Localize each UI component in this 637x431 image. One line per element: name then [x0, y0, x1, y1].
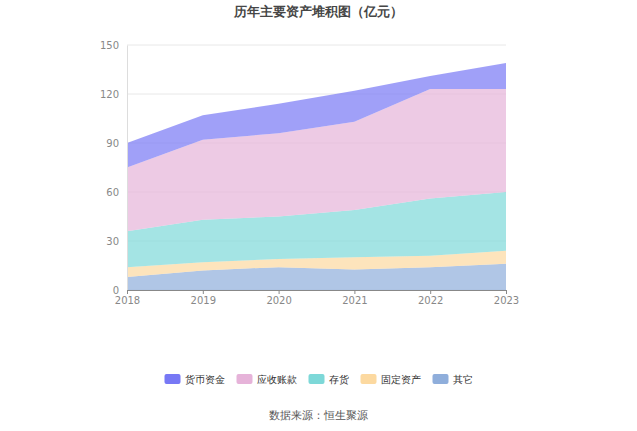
- x-tick-mark: [203, 290, 204, 294]
- legend-swatch: [309, 374, 325, 384]
- y-tick-label: 60: [106, 187, 119, 198]
- y-tick-label: 150: [100, 40, 119, 51]
- legend-label: 其它: [453, 374, 473, 385]
- x-tick-mark: [279, 290, 280, 294]
- legend-swatch: [361, 374, 377, 384]
- x-tick: 2020: [266, 290, 291, 306]
- legend-item: 存货: [309, 374, 349, 385]
- legend-item: 应收账款: [237, 374, 297, 385]
- grid-line: [127, 45, 506, 46]
- legend-swatch: [237, 374, 253, 384]
- x-tick-mark: [506, 290, 507, 294]
- annotation: 数据来源：恒生聚源: [269, 409, 368, 422]
- legend: 货币资金 应收账款 存货 固定资产 其它: [165, 374, 473, 385]
- y-tick-label: 90: [106, 138, 119, 149]
- legend-label: 货币资金: [185, 374, 225, 385]
- x-tick: 2021: [342, 290, 367, 306]
- y-tick-label: 120: [100, 89, 119, 100]
- x-tick: 2022: [418, 290, 443, 306]
- x-tick-mark: [354, 290, 355, 294]
- x-tick-mark: [430, 290, 431, 294]
- legend-label: 存货: [329, 374, 349, 385]
- x-tick-label: 2023: [494, 295, 519, 306]
- y-tick: 0: [113, 285, 127, 296]
- x-tick-label: 2021: [342, 295, 367, 306]
- x-axis: 2018 2019 2020 2021 2022 2023: [115, 290, 519, 306]
- legend-label: 应收账款: [257, 374, 297, 385]
- x-axis-line: [128, 291, 507, 295]
- chart: 历年主要资产堆积图（亿元）030609012015020182019202020…: [0, 0, 637, 431]
- x-tick-label: 2019: [191, 295, 216, 306]
- y-tick: 120: [100, 89, 127, 100]
- x-tick: 2019: [191, 290, 216, 306]
- x-tick: 2018: [115, 290, 140, 306]
- x-tick: 2023: [494, 290, 519, 306]
- legend-item: 固定资产: [361, 374, 421, 385]
- legend-item: 其它: [433, 374, 473, 385]
- legend-label: 固定资产: [381, 374, 421, 385]
- grid: [127, 45, 506, 290]
- x-tick-label: 2018: [115, 295, 140, 306]
- x-tick-label: 2022: [418, 295, 443, 306]
- plot-area: [127, 63, 506, 290]
- y-tick: 90: [106, 138, 127, 149]
- legend-swatch: [165, 374, 181, 384]
- y-tick-label: 0: [113, 285, 119, 296]
- y-tick-label: 30: [106, 236, 119, 247]
- x-tick-label: 2020: [266, 295, 291, 306]
- y-axis: 0 30 60 90 120 150: [100, 40, 128, 296]
- legend-swatch: [433, 374, 449, 384]
- title: 历年主要资产堆积图（亿元）: [233, 4, 403, 19]
- area: [127, 63, 506, 168]
- y-tick: 150: [100, 40, 127, 51]
- y-tick: 30: [106, 236, 127, 247]
- legend-item: 货币资金: [165, 374, 225, 385]
- y-tick: 60: [106, 187, 127, 198]
- x-tick-mark: [127, 290, 128, 294]
- y-axis-line: [127, 46, 128, 291]
